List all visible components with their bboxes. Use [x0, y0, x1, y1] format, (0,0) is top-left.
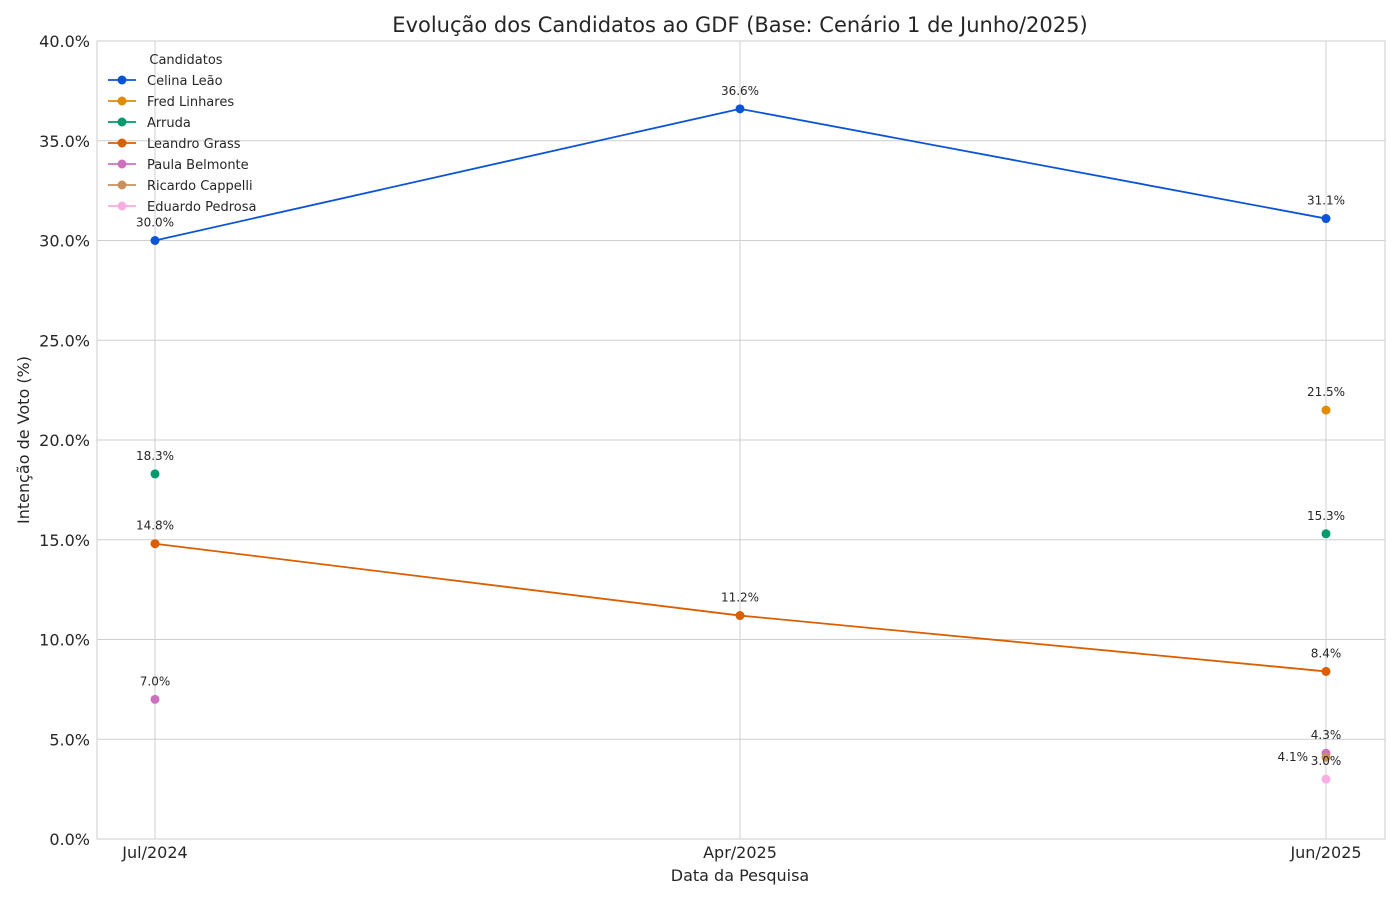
- series-line-segment: [154, 107, 741, 242]
- legend-marker: [117, 75, 127, 85]
- legend-entry: Fred Linhares: [147, 95, 234, 110]
- y-tick-label: 30.0%: [39, 232, 90, 251]
- data-label: 4.1%: [1278, 750, 1309, 764]
- data-point: [150, 539, 160, 549]
- data-label: 31.1%: [1307, 194, 1345, 208]
- data-label: 11.2%: [721, 591, 759, 605]
- legend: Candidatos Celina Leão Fred Linhares Arruda…: [108, 53, 257, 215]
- legend-entry: Ricardo Cappelli: [147, 179, 253, 194]
- data-label: 36.6%: [721, 84, 759, 98]
- x-axis-label: Data da Pesquisa: [671, 866, 809, 885]
- data-point: [735, 611, 745, 621]
- legend-marker: [117, 96, 127, 106]
- legend-entry: Paula Belmonte: [147, 158, 249, 173]
- legend-entry: Eduardo Pedrosa: [147, 200, 257, 215]
- data-point: [150, 236, 160, 245]
- x-tick-label: Jun/2025: [1289, 843, 1361, 862]
- data-point: [1321, 529, 1331, 539]
- data-label: 15.3%: [1307, 509, 1345, 523]
- y-tick-label: 15.0%: [39, 531, 90, 550]
- data-point: [1321, 405, 1331, 415]
- data-point: [150, 469, 160, 479]
- data-point: [1321, 774, 1331, 784]
- y-tick-label: 25.0%: [39, 331, 90, 350]
- y-tick-label: 40.0%: [39, 32, 90, 51]
- data-point: [735, 104, 745, 114]
- legend-title: Candidatos: [149, 53, 222, 68]
- plot-frame: [96, 40, 1386, 840]
- series-line-segment: [739, 107, 1327, 220]
- x-tick-label: Jul/2024: [121, 843, 187, 862]
- legend-entry: Arruda: [147, 116, 191, 131]
- y-tick-label: 20.0%: [39, 431, 90, 450]
- data-point: [1321, 752, 1331, 762]
- data-label: 8.4%: [1311, 646, 1342, 660]
- series-line-segment: [154, 542, 741, 617]
- data-point: [1321, 666, 1331, 676]
- legend-marker: [117, 117, 127, 127]
- y-tick-label: 10.0%: [39, 631, 90, 650]
- data-label: 7.0%: [140, 674, 171, 688]
- y-tick-label: 5.0%: [49, 730, 90, 749]
- data-point: [1321, 214, 1331, 224]
- data-label: 14.8%: [136, 519, 174, 533]
- legend-marker: [117, 138, 127, 148]
- data-label: 3.0%: [1311, 754, 1342, 768]
- legend-entry: Celina Leão: [147, 74, 223, 89]
- y-axis-label: Intenção de Voto (%): [14, 356, 33, 524]
- data-label: 18.3%: [136, 449, 174, 463]
- y-tick-label: 0.0%: [49, 830, 90, 849]
- series-line-segment: [739, 614, 1327, 673]
- data-point: [150, 694, 160, 704]
- legend-marker: [117, 159, 127, 169]
- legend-entry: Leandro Grass: [147, 137, 241, 152]
- y-tick-label: 35.0%: [39, 132, 90, 151]
- legend-marker: [117, 180, 127, 190]
- x-tick-label: Apr/2025: [703, 843, 777, 862]
- data-label: 30.0%: [136, 216, 174, 230]
- chart-title: Evolução dos Candidatos ao GDF (Base: Ce…: [392, 13, 1087, 37]
- legend-marker: [117, 201, 127, 211]
- data-label: 4.3%: [1311, 728, 1342, 742]
- data-label: 21.5%: [1307, 385, 1345, 399]
